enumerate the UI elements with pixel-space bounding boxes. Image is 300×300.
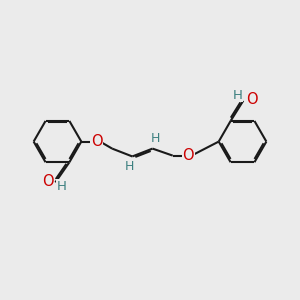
Text: O: O bbox=[42, 174, 53, 189]
Text: O: O bbox=[246, 92, 257, 107]
Text: O: O bbox=[91, 134, 103, 149]
Text: O: O bbox=[182, 148, 194, 163]
Text: H: H bbox=[151, 132, 160, 145]
Text: H: H bbox=[233, 89, 243, 102]
Text: H: H bbox=[57, 180, 67, 193]
Text: H: H bbox=[124, 160, 134, 173]
